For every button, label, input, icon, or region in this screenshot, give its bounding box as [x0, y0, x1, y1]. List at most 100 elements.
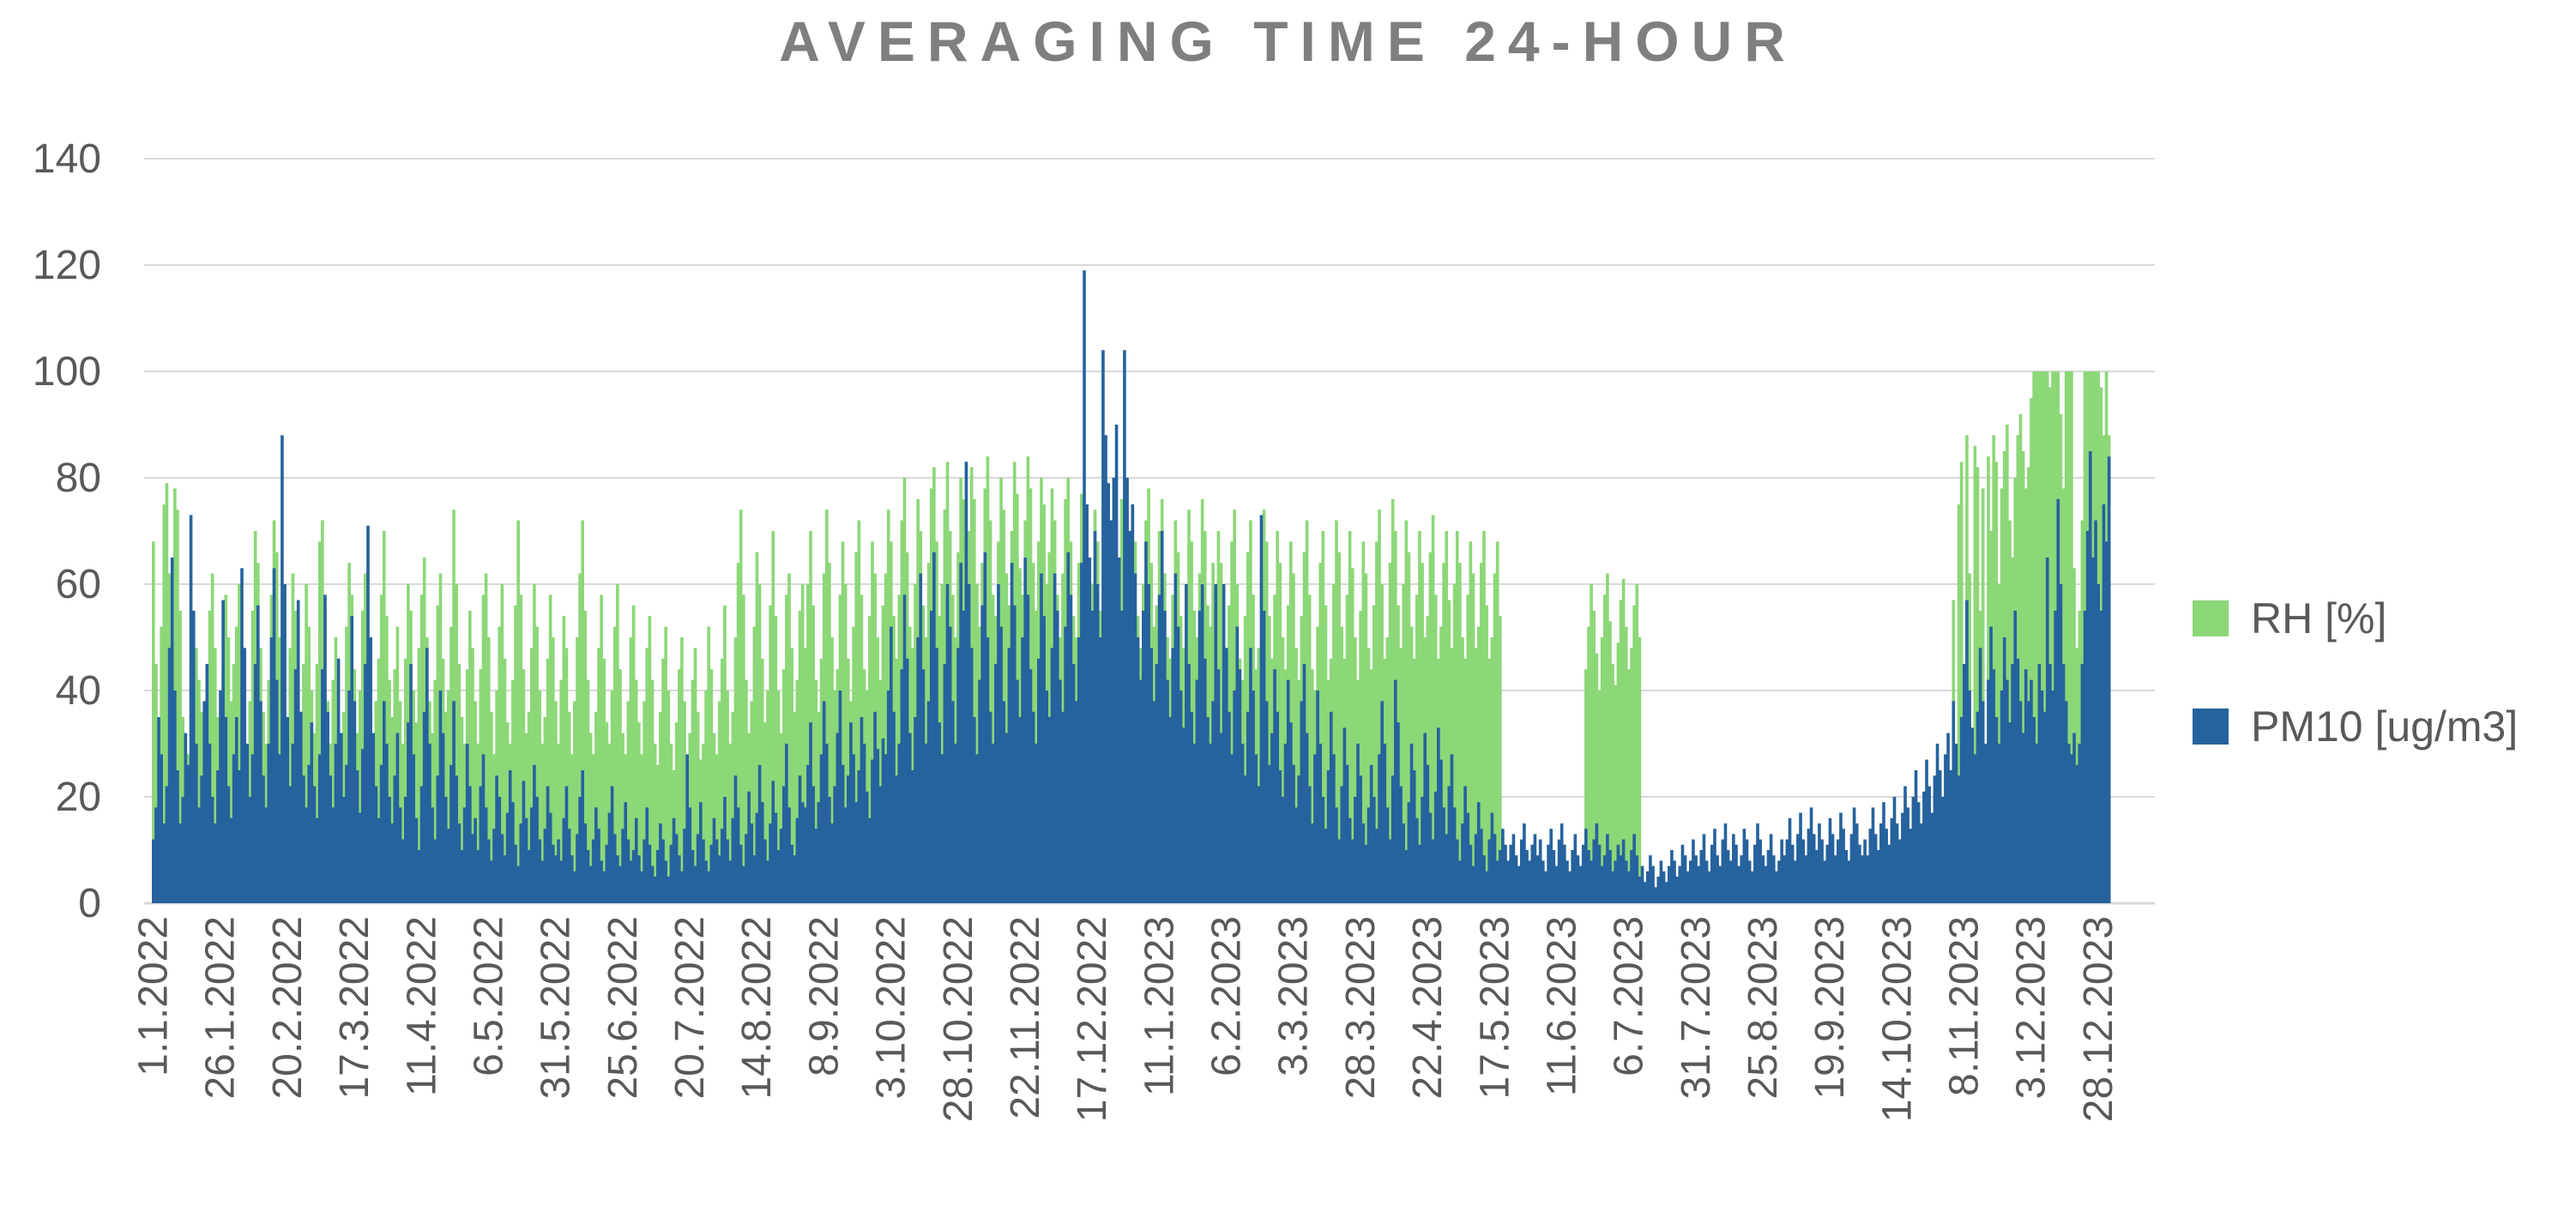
- pm10-bar: [2080, 664, 2084, 903]
- pm10-bar: [739, 844, 743, 903]
- pm10-bar: [524, 817, 528, 903]
- pm10-bar: [519, 823, 523, 903]
- rh-bar: [1590, 584, 1593, 903]
- pm10-bar: [1254, 754, 1258, 903]
- pm10-bar: [1799, 812, 1802, 903]
- pm10-bar: [1909, 829, 1913, 903]
- pm10-bar: [219, 690, 222, 903]
- pm10-bar: [213, 823, 217, 903]
- y-tick-label: 80: [56, 455, 101, 501]
- pm10-bar: [750, 823, 754, 903]
- pm10-bar: [1123, 350, 1126, 903]
- rh-bar: [317, 541, 322, 903]
- pm10-bar: [1243, 775, 1247, 903]
- pm10-bar: [1476, 802, 1481, 903]
- pm10-bar: [1109, 520, 1113, 903]
- rh-bar: [1608, 621, 1612, 903]
- rh-bar: [484, 573, 488, 903]
- rh-bar: [1388, 563, 1392, 903]
- pm10-bar: [1176, 626, 1180, 903]
- pm10-bar: [1858, 844, 1861, 903]
- pm10-bar: [310, 722, 314, 903]
- pm10-bar: [1034, 744, 1038, 903]
- pm10-bar: [642, 839, 646, 903]
- pm10-bar: [769, 823, 772, 903]
- pm10-bar: [329, 775, 333, 903]
- pm10-bar: [1155, 664, 1159, 903]
- pm10-bar: [1423, 733, 1427, 903]
- pm10-bar: [683, 829, 686, 903]
- pm10-bar: [1994, 717, 1999, 903]
- rh-bar: [811, 605, 815, 903]
- pm10-bar: [2040, 690, 2044, 903]
- pm10-bar: [1726, 850, 1730, 903]
- pm10-bar: [1723, 823, 1728, 903]
- pm10-bar: [2070, 754, 2073, 903]
- rh-bar: [476, 744, 480, 903]
- pm10-bar: [1238, 669, 1242, 903]
- pm10-bar: [248, 797, 252, 903]
- pm10-bar: [559, 860, 563, 903]
- pm10-bar: [449, 764, 453, 903]
- pm10-bar: [264, 807, 268, 903]
- pm10-bar: [760, 802, 764, 903]
- rh-bar: [637, 722, 641, 903]
- pm10-bar: [243, 648, 246, 903]
- pm10-bar: [1554, 865, 1559, 903]
- pm10-bar: [417, 850, 421, 903]
- rh-bar: [401, 744, 405, 903]
- pm10-bar: [1292, 764, 1295, 903]
- rh-bar: [570, 754, 574, 903]
- pm10-bar: [986, 637, 990, 903]
- pm10-bar: [838, 690, 842, 903]
- rh-bar: [723, 605, 727, 903]
- rh-bar: [1474, 648, 1478, 903]
- pm10-bar: [1602, 855, 1607, 903]
- rh-bar: [2048, 387, 2052, 904]
- rh-bar: [154, 664, 158, 903]
- rh-bar: [1321, 531, 1325, 903]
- pm10-bar: [401, 839, 405, 903]
- rh-bar: [377, 658, 381, 903]
- pm10-bar: [234, 717, 238, 903]
- pm10-bar: [2032, 717, 2036, 903]
- pm10-bar: [1801, 839, 1805, 903]
- pm10-bar: [471, 834, 474, 903]
- rh-bar: [1391, 498, 1395, 903]
- pm10-bar: [824, 744, 829, 903]
- rh-bar: [1455, 531, 1459, 903]
- rh-bar: [1606, 573, 1609, 903]
- pm10-bar: [1107, 483, 1110, 903]
- pm10-bar: [1897, 839, 1902, 903]
- pm10-bar: [1882, 802, 1885, 903]
- rh-bar: [529, 648, 534, 903]
- pm10-bar: [557, 839, 560, 903]
- pm10-bar: [403, 797, 407, 903]
- pm10-bar: [245, 744, 250, 903]
- pm10-bar: [1469, 844, 1473, 903]
- pm10-bar: [1844, 850, 1849, 903]
- x-tick-label: 22.11.2022: [1003, 916, 1048, 1119]
- x-tick-label: 1.1.2022: [131, 916, 177, 1076]
- pm10-bar: [612, 834, 617, 903]
- rh-bar: [742, 594, 745, 903]
- pm10-bar: [707, 871, 710, 903]
- pm10-bar: [522, 781, 526, 903]
- pm10-bar: [978, 679, 981, 903]
- pm10-bar: [1592, 839, 1596, 903]
- pm10-bar: [1055, 611, 1059, 903]
- pm10-bar: [959, 563, 962, 903]
- pm10-bar: [232, 754, 236, 903]
- rh-bar: [1372, 605, 1376, 903]
- rh-bar: [1469, 541, 1473, 903]
- pm10-bar: [1523, 823, 1526, 903]
- pm10-bar: [490, 860, 493, 903]
- pm10-bar: [326, 711, 329, 903]
- pm10-bar: [1412, 770, 1416, 903]
- pm10-bar: [1571, 850, 1575, 903]
- pm10-bar: [736, 807, 740, 903]
- pm10-bar: [1085, 504, 1089, 903]
- pm10-bar: [1621, 839, 1626, 903]
- pm10-bar: [1404, 850, 1409, 903]
- pm10-bar: [516, 865, 520, 903]
